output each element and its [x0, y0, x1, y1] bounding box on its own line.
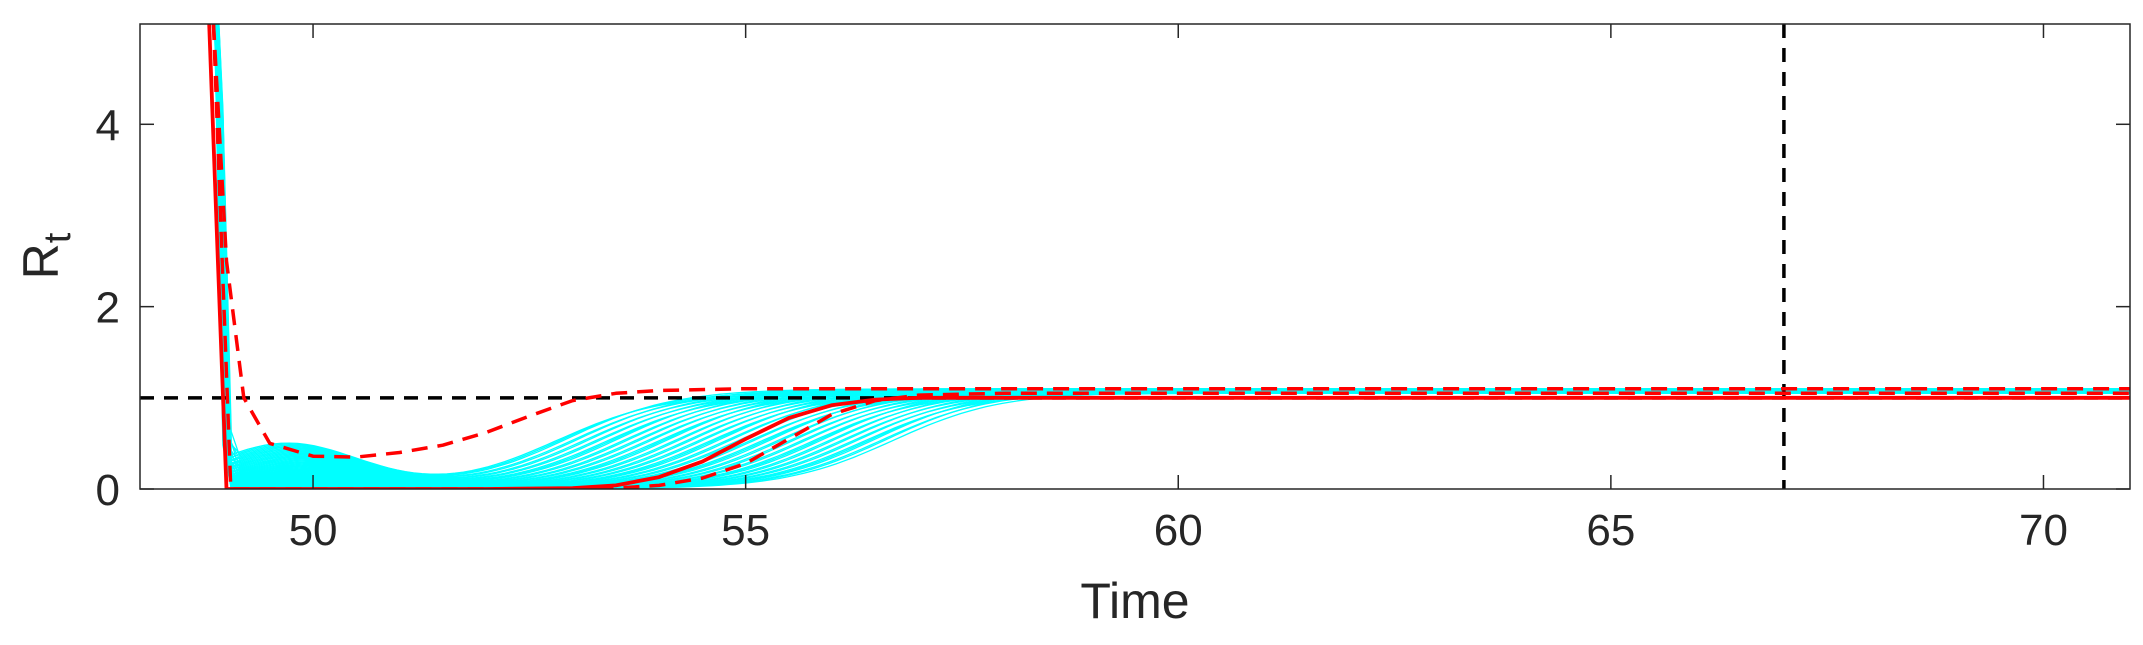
plot-background — [140, 24, 2130, 489]
plot-area — [140, 24, 2130, 489]
x-axis-label: Time — [1080, 573, 1189, 629]
x-tick-label: 65 — [1586, 506, 1635, 555]
y-tick-label: 4 — [96, 101, 120, 150]
x-tick-label: 50 — [289, 506, 338, 555]
y-axis-label-subscript: t — [37, 232, 79, 243]
series-line-3 — [211, 24, 2130, 459]
series-lines — [207, 24, 2130, 489]
y-axis-label-main: R — [13, 243, 69, 279]
y-tick-label: 2 — [96, 284, 120, 333]
plot-frame — [139, 23, 2131, 490]
axis-ticks: 50 55 60 65 70 0 2 4 — [96, 24, 2130, 555]
x-tick-label: 60 — [1154, 506, 1203, 555]
y-axis-label: Rt — [13, 232, 79, 279]
x-tick-label: 55 — [721, 506, 770, 555]
x-tick-label: 70 — [2019, 506, 2068, 555]
series-line-1 — [207, 24, 2130, 489]
y-tick-label: 0 — [96, 466, 120, 515]
series-line-2 — [211, 24, 2130, 489]
